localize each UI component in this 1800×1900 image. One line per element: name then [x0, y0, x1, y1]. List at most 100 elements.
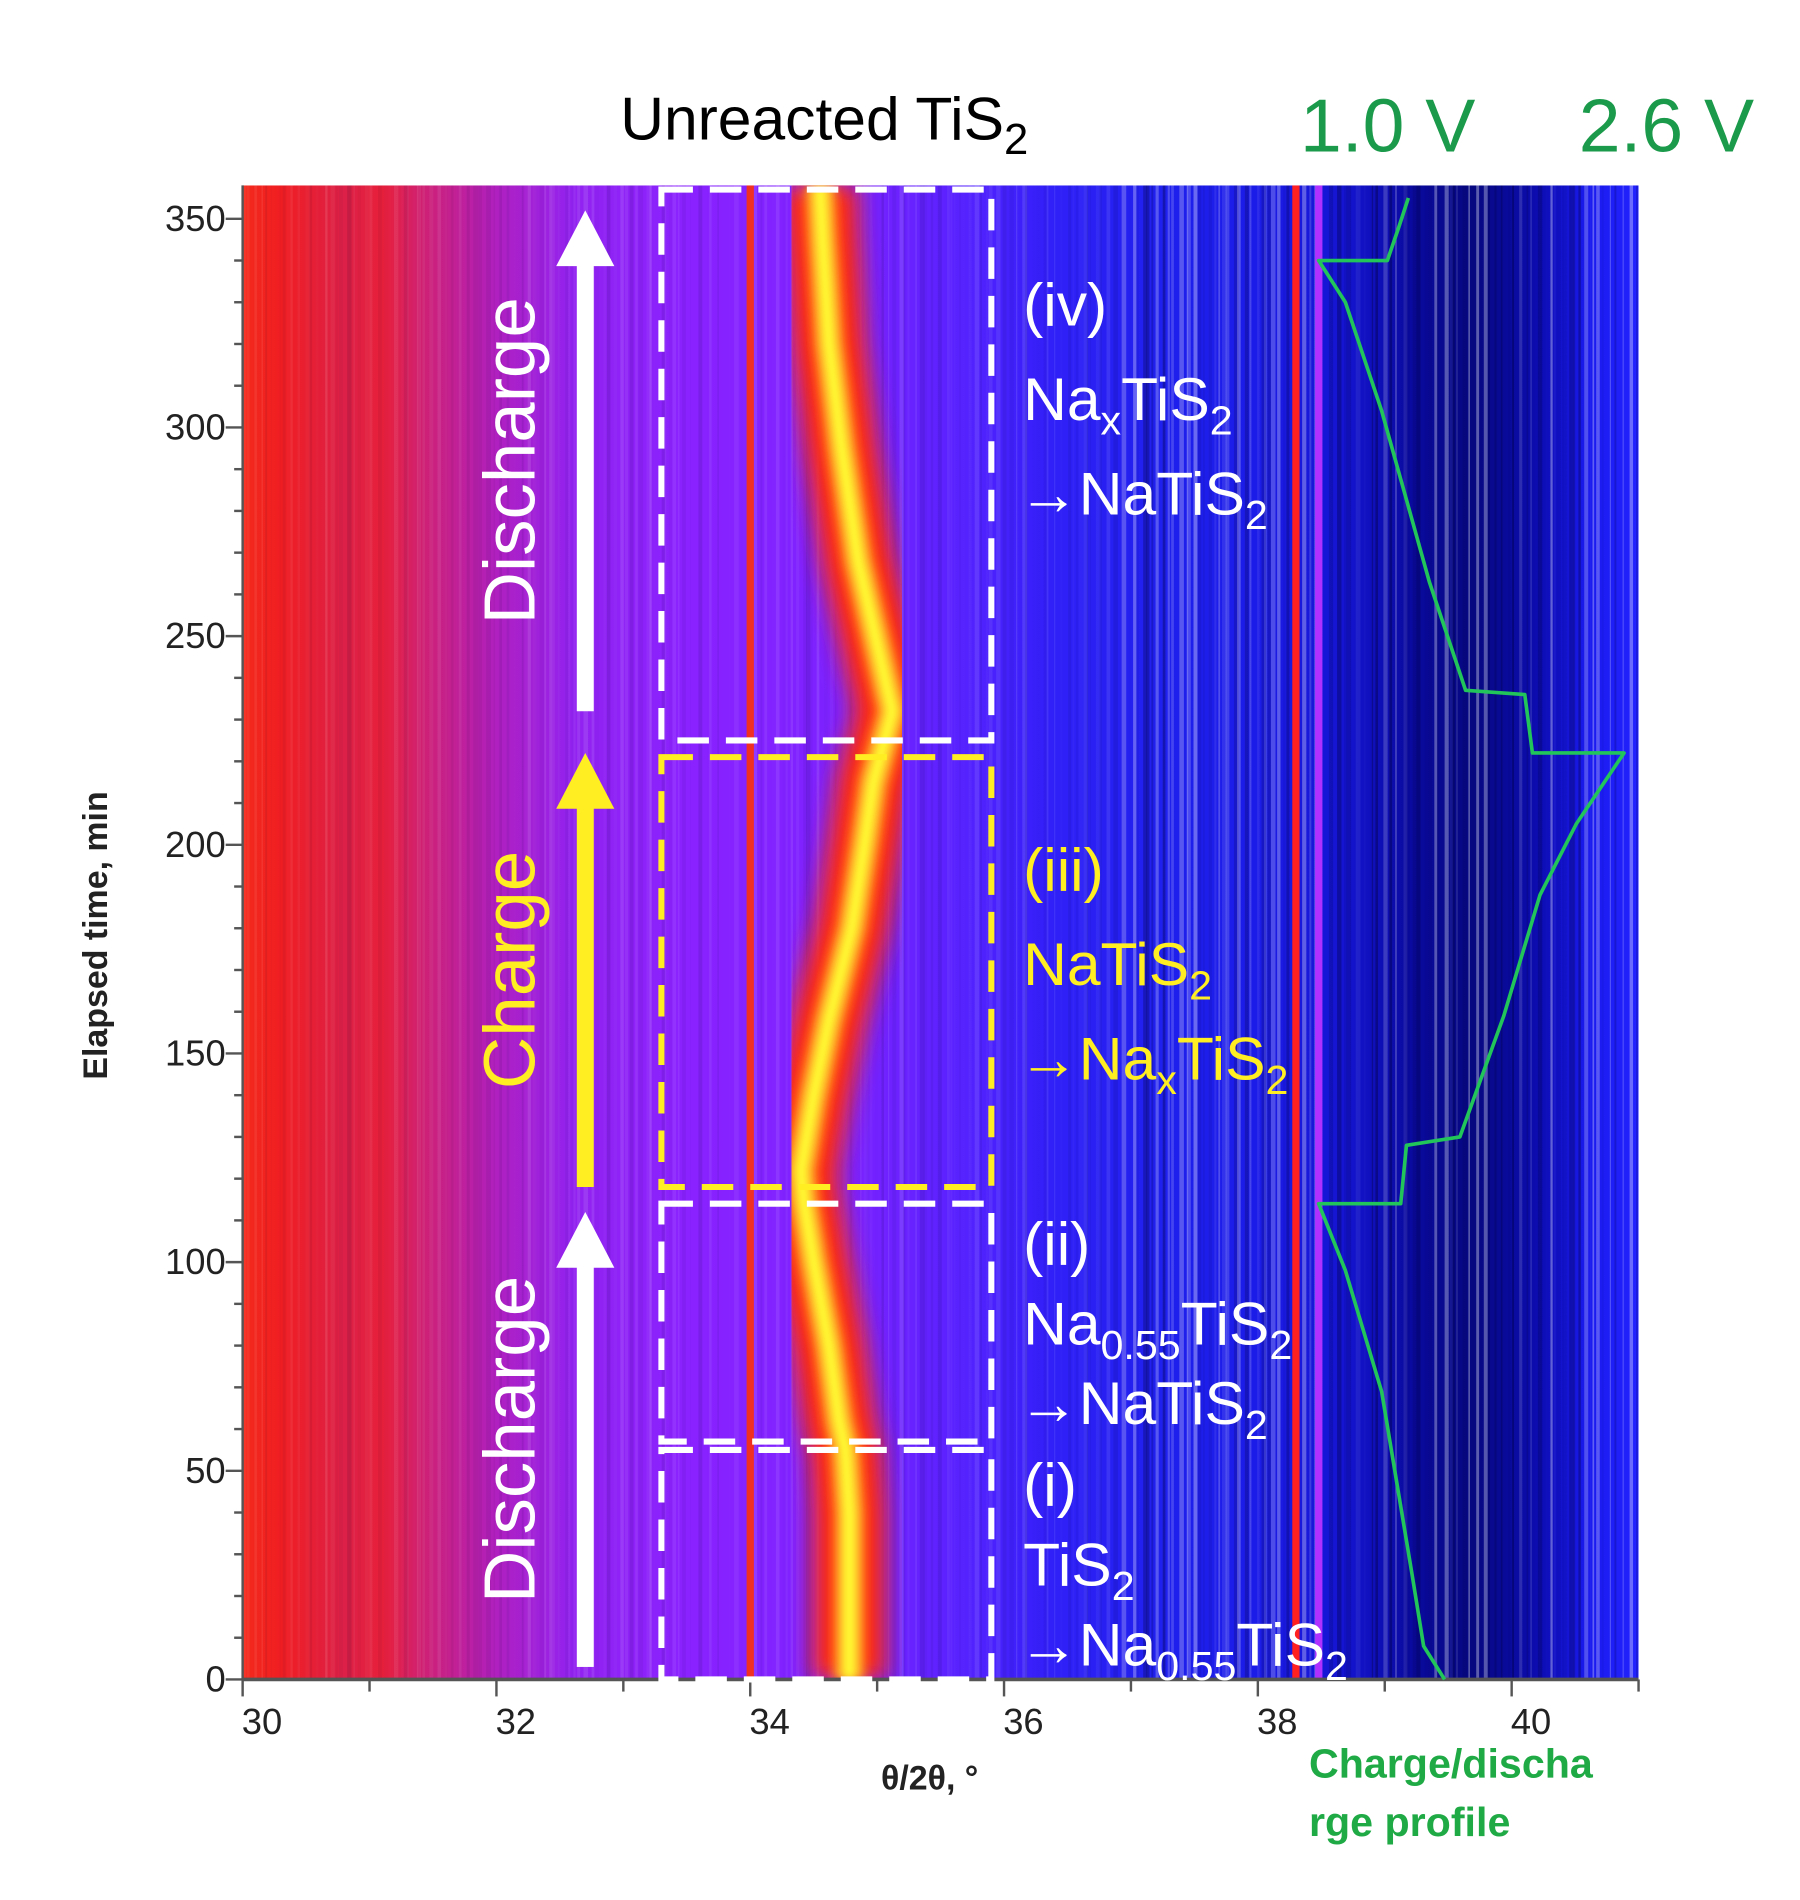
heatmap-stripe	[1233, 185, 1239, 1680]
arrow-shaft	[576, 258, 594, 712]
heatmap-stripe	[1222, 185, 1227, 1680]
heatmap-stripe	[383, 185, 387, 1679]
voltage-profile-line	[1316, 197, 1626, 1681]
heatmap-stripe	[297, 185, 301, 1680]
heatmap-stripe	[930, 185, 934, 1680]
heatmap-stripe	[336, 185, 338, 1679]
heatmap-stripe	[290, 185, 293, 1680]
heatmap-stripe	[1043, 185, 1047, 1680]
heatmap-stripe	[1468, 185, 1470, 1680]
text-run: TiS	[1023, 1531, 1112, 1599]
heatmap-stripe	[1151, 185, 1154, 1680]
heatmap-stripe	[473, 185, 478, 1680]
heatmap-stripe	[1009, 185, 1014, 1680]
region-box-iv	[658, 186, 995, 744]
heatmap-stripe	[1545, 185, 1547, 1679]
heatmap-stripe	[568, 185, 571, 1680]
heatmap-stripe	[1437, 185, 1439, 1680]
heatmap-stripe	[1133, 185, 1137, 1680]
heatmap-stripe	[1428, 185, 1432, 1680]
constant-peak-line	[1315, 185, 1323, 1680]
heatmap-stripe	[1244, 185, 1249, 1680]
subscript: 2	[1265, 1057, 1288, 1103]
heatmap-stripe	[963, 185, 965, 1679]
heatmap-stripe	[1405, 185, 1410, 1680]
heatmap-stripe	[907, 185, 910, 1680]
heatmap-stripe	[1636, 185, 1638, 1680]
subscript: 2	[1245, 1402, 1268, 1448]
heatmap-stripe	[1508, 185, 1511, 1680]
heatmap-stripe	[1629, 185, 1634, 1680]
arrow-label: Charge	[470, 851, 551, 1089]
text-run: TiS	[1181, 1289, 1270, 1357]
heatmap-stripe	[1083, 185, 1088, 1680]
voltage-min-label: 1.0 V	[1300, 83, 1475, 167]
heatmap-stripe	[664, 185, 667, 1680]
heatmap-stripe	[706, 185, 708, 1679]
heatmap-stripe	[677, 185, 680, 1680]
text-run: (ii)	[1023, 1209, 1090, 1277]
constant-peak-line	[1292, 185, 1300, 1680]
heatmap-stripe	[1519, 185, 1523, 1680]
heatmap-stripe	[466, 185, 470, 1680]
arrow-up-icon	[556, 752, 615, 809]
heatmap-stripe	[606, 185, 611, 1680]
heatmap-stripe	[1556, 185, 1561, 1680]
heatmap-stripe	[672, 185, 677, 1680]
heatmap-stripe	[413, 185, 416, 1679]
text-run: Unreacted TiS	[620, 84, 1004, 152]
heatmap-stripe	[1389, 185, 1393, 1680]
heatmap-stripe	[521, 185, 524, 1680]
heatmap-stripe	[986, 185, 989, 1679]
arrow-shaft	[576, 1260, 594, 1667]
text-run: →Na	[1018, 1024, 1156, 1092]
heatmap-stripe	[1162, 185, 1166, 1680]
heatmap-stripe	[1095, 185, 1101, 1680]
subscript: 2	[1004, 116, 1028, 164]
heatmap-stripe	[1592, 185, 1595, 1680]
region-label-ii: (ii)	[1023, 1209, 1090, 1277]
heatmap-stripe	[1257, 185, 1260, 1680]
heatmap-stripe	[1483, 185, 1488, 1680]
region-label-iii: (iii)	[1023, 835, 1104, 903]
heatmap-stripe	[1225, 185, 1230, 1680]
heatmap-stripe	[1596, 185, 1600, 1680]
heatmap-stripe	[282, 185, 286, 1680]
heatmap-stripe	[1302, 185, 1307, 1680]
arrow-shaft	[576, 801, 594, 1188]
heatmap-stripe	[544, 185, 547, 1680]
heatmap-stripe	[527, 185, 531, 1680]
heatmap-stripe	[698, 185, 703, 1680]
y-tick-label: 250	[165, 615, 226, 656]
profile-label: rge profile	[1309, 1799, 1510, 1845]
subscript: 2	[1189, 962, 1212, 1008]
region-label-iv: Nax​TiS2​	[1023, 365, 1233, 444]
heatmap-stripe	[261, 185, 263, 1680]
y-tick-label: 150	[165, 1033, 226, 1074]
heatmap-stripe	[1283, 185, 1286, 1680]
heatmap-stripe	[690, 185, 691, 1679]
heatmap-stripe	[1609, 185, 1611, 1680]
region-label-i: (i)	[1023, 1451, 1077, 1519]
region-label-ii: →NaTiS2​	[1018, 1369, 1268, 1448]
chart-title: Unreacted TiS2​	[620, 84, 1028, 164]
heatmap-stripe	[401, 185, 402, 1679]
region-box-i	[658, 1446, 995, 1683]
heatmap-stripe	[1584, 185, 1589, 1680]
heatmap-stripe	[486, 185, 491, 1680]
text-run: (iii)	[1023, 835, 1104, 903]
heatmap-stripe	[429, 185, 434, 1680]
subscript: 2	[1112, 1563, 1135, 1609]
subscript: x	[1156, 1057, 1177, 1103]
heatmap-stripe	[1089, 185, 1092, 1680]
heatmap-stripe	[1203, 185, 1205, 1680]
arrow-label: Discharge	[470, 297, 551, 624]
heatmap-stripe	[1425, 185, 1429, 1679]
region-label-iii: NaTiS2​	[1023, 930, 1212, 1009]
heatmap-stripe	[937, 185, 942, 1680]
heatmap-stripe	[902, 185, 906, 1680]
heatmap-stripe	[1143, 185, 1148, 1680]
y-tick-label: 0	[205, 1659, 225, 1700]
constant-peak-line	[746, 185, 754, 1680]
heatmap-stripe	[980, 185, 982, 1680]
